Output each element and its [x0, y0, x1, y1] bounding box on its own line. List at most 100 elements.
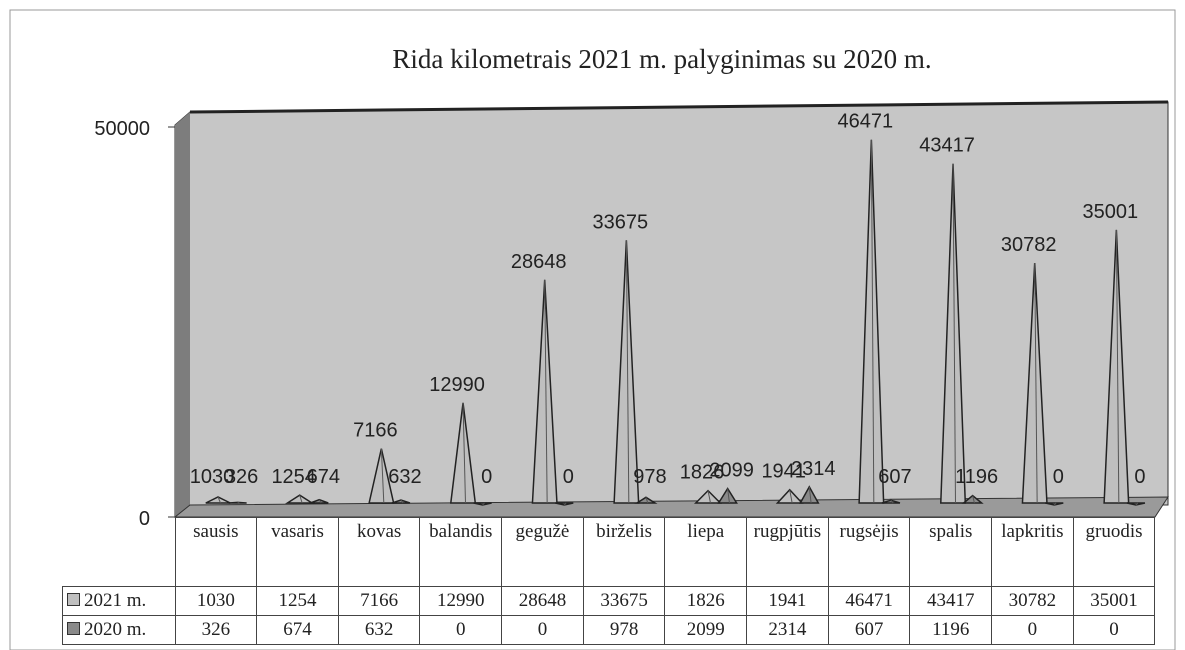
- legend-swatch: [67, 622, 80, 635]
- table-value: 28648: [501, 586, 584, 616]
- data-label: 2314: [791, 458, 836, 480]
- frame: [9, 9, 1176, 650]
- data-label: 0: [1134, 466, 1145, 488]
- cone: [368, 448, 395, 504]
- data-label: 46471: [838, 111, 894, 133]
- table-value: 30782: [991, 586, 1074, 616]
- cone-edge: [707, 490, 711, 504]
- data-label: 12990: [429, 374, 485, 396]
- corner: [63, 518, 176, 587]
- cone: [473, 502, 492, 506]
- cone: [613, 240, 640, 504]
- side-wall: [175, 112, 190, 517]
- y-tick-label: 0: [139, 508, 150, 530]
- cone: [717, 487, 738, 504]
- data-label: 43417: [919, 135, 975, 157]
- table-value: 1030: [174, 586, 258, 616]
- table-value: 2099: [664, 615, 748, 645]
- wall-top: [189, 100, 1169, 114]
- cone-edge: [462, 402, 466, 504]
- data-label: 674: [307, 466, 340, 488]
- data-label: 978: [633, 466, 666, 488]
- table-value: 978: [582, 615, 666, 645]
- legend-entry: 2020 m.: [62, 615, 176, 645]
- cone: [531, 279, 558, 504]
- data-label: 326: [225, 466, 258, 488]
- table-value: 0: [419, 615, 503, 645]
- table-value: 33675: [582, 586, 666, 616]
- cone: [284, 494, 315, 504]
- cone-edge: [380, 448, 385, 504]
- cone-edge: [870, 139, 875, 504]
- cone-edge: [808, 486, 812, 504]
- cone-edge: [1053, 502, 1057, 506]
- back-wall: [174, 101, 1169, 519]
- data-label: 607: [878, 466, 911, 488]
- table-value: 674: [256, 615, 339, 645]
- cone: [775, 488, 804, 504]
- category: sausis: [174, 517, 258, 587]
- category: liepa: [664, 517, 748, 587]
- legend-label: 2021 m.: [84, 590, 147, 611]
- cone: [205, 496, 231, 504]
- data-table: sausis vasaris kovas balandis gegužė birželis…: [62, 517, 1156, 645]
- data-label: 1826: [680, 462, 725, 484]
- table-value: 35001: [1072, 586, 1156, 616]
- chart-title: Rida kilometrais 2021 m. palyginimas su …: [392, 44, 931, 74]
- cone-edge: [727, 488, 730, 504]
- cone: [1021, 263, 1048, 504]
- table-value: 46471: [827, 586, 911, 616]
- table-value: 0: [501, 615, 584, 645]
- cone: [799, 485, 820, 504]
- category: balandis: [419, 517, 503, 587]
- table-value: 632: [337, 615, 421, 645]
- cone-edge: [952, 163, 956, 504]
- cone: [940, 163, 967, 504]
- cone-edge: [217, 496, 221, 504]
- series-row: 2021 m. 1030 1254 7166 12990 28648 33675 1826 19…: [62, 586, 1156, 616]
- category: vasaris: [256, 517, 339, 587]
- cone: [881, 499, 901, 504]
- cone-edge: [625, 240, 630, 504]
- table-value: 1196: [909, 615, 993, 645]
- data-label: 0: [1053, 466, 1064, 488]
- cone-edge: [1034, 263, 1038, 504]
- table-value: 43417: [909, 586, 993, 616]
- data-label: 1196: [955, 466, 998, 488]
- cone-edge: [645, 497, 649, 504]
- table-value: 326: [174, 615, 258, 645]
- cone: [1126, 502, 1146, 506]
- cone: [693, 489, 723, 504]
- data-label: 0: [481, 466, 492, 488]
- cone-edge: [544, 279, 548, 504]
- data-label: 1030: [190, 466, 235, 488]
- cone: [858, 139, 885, 504]
- data-label: 35001: [1083, 201, 1139, 223]
- data-label: 2099: [709, 460, 754, 482]
- legend-label: 2020 m.: [84, 619, 147, 640]
- category: birželis: [582, 517, 666, 587]
- category: kovas: [337, 517, 421, 587]
- cone: [555, 502, 574, 506]
- table-value: 1826: [664, 586, 748, 616]
- header-row: sausis vasaris kovas balandis gegužė birželis…: [63, 517, 1156, 587]
- cone: [961, 494, 984, 504]
- data-label: 1941: [761, 461, 806, 483]
- legend-swatch: [67, 593, 80, 606]
- cone-edge: [482, 502, 485, 506]
- cone: [449, 402, 477, 504]
- data-label: 28648: [511, 251, 567, 273]
- cone-edge: [563, 502, 567, 506]
- data-label: 33675: [593, 211, 649, 233]
- legend-entry: 2021 m.: [62, 586, 176, 616]
- data-label: 632: [388, 466, 421, 488]
- category: spalis: [909, 517, 993, 587]
- data-label: 1254: [271, 466, 316, 488]
- cone: [310, 498, 329, 504]
- series-row: 2020 m. 326 674 632 0 0 978 2099 2314 607 1196 0 0: [62, 615, 1156, 645]
- cone-edge: [1115, 229, 1120, 504]
- table-value: 0: [991, 615, 1074, 645]
- table-value: 0: [1072, 615, 1156, 645]
